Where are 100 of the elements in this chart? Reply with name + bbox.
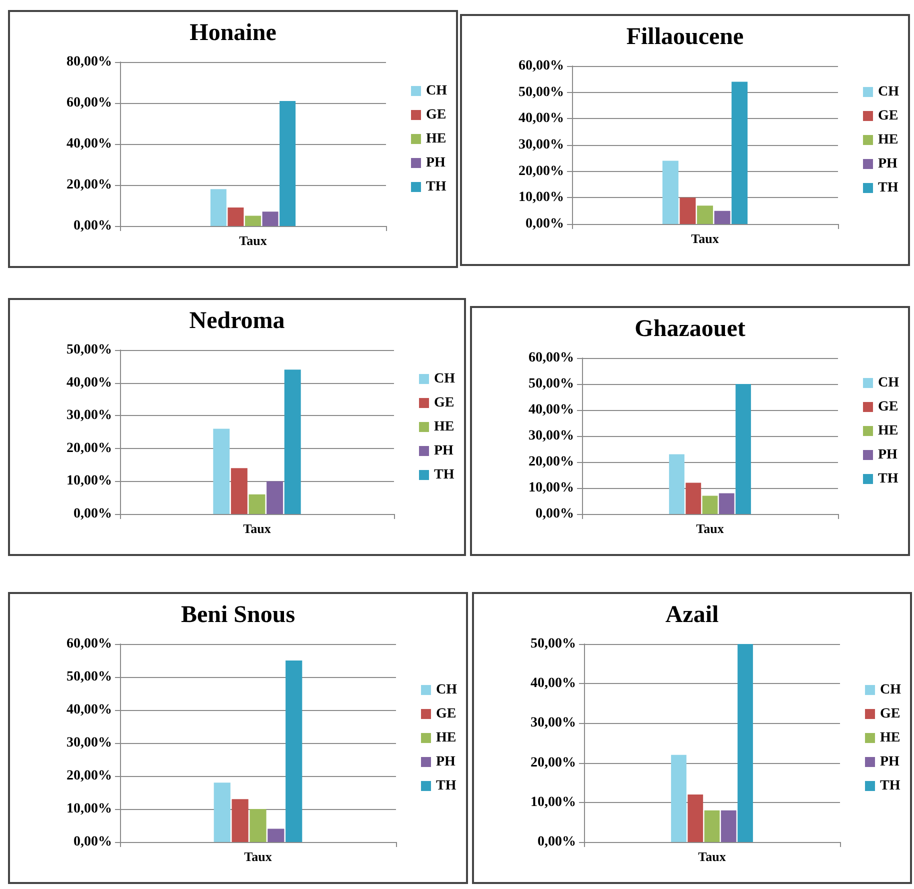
legend-label: GE bbox=[878, 108, 898, 124]
y-tick-label: 0,00% bbox=[74, 506, 112, 522]
bar bbox=[718, 493, 734, 514]
legend-label: GE bbox=[880, 706, 900, 722]
bar bbox=[671, 754, 686, 842]
legend-label: GE bbox=[434, 396, 454, 410]
y-tick-label: 40,00% bbox=[66, 136, 112, 152]
legend-label: CH bbox=[878, 376, 900, 390]
x-tick-label: Taux bbox=[244, 849, 272, 864]
bar bbox=[688, 794, 704, 842]
y-tick-label: 50,00% bbox=[528, 376, 574, 392]
bar bbox=[686, 482, 702, 514]
bar bbox=[268, 828, 284, 842]
y-tick-label: 40,00% bbox=[530, 676, 576, 692]
y-tick-label: 0,00% bbox=[536, 506, 574, 522]
chart-title: Beni Snous bbox=[180, 602, 296, 628]
y-tick-label: 60,00% bbox=[518, 58, 564, 74]
bar bbox=[210, 189, 226, 226]
y-tick-label: 10,00% bbox=[518, 190, 564, 206]
legend-label: CH bbox=[426, 84, 448, 98]
bar bbox=[262, 212, 278, 226]
y-tick-label: 10,00% bbox=[66, 802, 112, 816]
y-tick-label: 40,00% bbox=[528, 402, 574, 418]
legend-label: GE bbox=[426, 108, 446, 122]
y-tick-label: 30,00% bbox=[66, 736, 112, 750]
legend-label: HE bbox=[434, 420, 454, 434]
bar bbox=[232, 799, 248, 842]
legend-label: HE bbox=[436, 730, 456, 746]
y-tick-label: 0,00% bbox=[74, 218, 112, 234]
y-tick-label: 20,00% bbox=[528, 454, 574, 470]
x-tick-label: Taux bbox=[698, 849, 726, 864]
bar bbox=[245, 216, 261, 226]
y-tick-label: 60,00% bbox=[528, 350, 574, 366]
y-tick-label: 60,00% bbox=[66, 636, 112, 652]
legend-label: HE bbox=[878, 132, 898, 148]
legend-label: CH bbox=[436, 682, 458, 698]
legend-label: CH bbox=[880, 682, 902, 698]
legend-label: TH bbox=[880, 778, 900, 794]
legend-label: PH bbox=[436, 754, 456, 770]
legend-label: TH bbox=[436, 778, 456, 794]
bar bbox=[738, 644, 753, 842]
bar bbox=[714, 210, 730, 224]
bar bbox=[704, 810, 720, 842]
legend-label: PH bbox=[878, 448, 898, 462]
y-tick-label: 10,00% bbox=[528, 480, 574, 496]
y-tick-label: 0,00% bbox=[74, 834, 112, 850]
bar bbox=[214, 782, 230, 842]
y-tick-label: 0,00% bbox=[538, 834, 576, 850]
legend-label: PH bbox=[880, 754, 900, 770]
y-tick-label: 20,00% bbox=[66, 178, 112, 192]
chart-title: Azail bbox=[665, 602, 719, 628]
bar bbox=[250, 809, 266, 842]
bar bbox=[266, 481, 284, 514]
y-tick-label: 50,00% bbox=[518, 84, 564, 100]
y-tick-label: 40,00% bbox=[66, 702, 112, 718]
chart-title: Fillaoucene bbox=[626, 24, 744, 50]
y-tick-label: 40,00% bbox=[66, 375, 112, 390]
legend-label: GE bbox=[878, 400, 898, 414]
legend-label: HE bbox=[878, 424, 898, 438]
legend-label: PH bbox=[426, 156, 446, 170]
y-tick-label: 50,00% bbox=[66, 670, 112, 684]
legend-label: TH bbox=[434, 468, 454, 482]
y-tick-label: 0,00% bbox=[526, 216, 564, 232]
bar bbox=[286, 660, 302, 842]
x-tick-label: Taux bbox=[243, 521, 272, 536]
y-tick-label: 50,00% bbox=[66, 342, 112, 358]
bar bbox=[280, 100, 296, 226]
bar bbox=[662, 160, 678, 224]
x-tick-label: Taux bbox=[696, 521, 724, 536]
bar bbox=[228, 208, 244, 226]
y-tick-label: 30,00% bbox=[518, 138, 564, 152]
bar bbox=[669, 454, 684, 514]
bar bbox=[248, 494, 266, 514]
y-tick-label: 20,00% bbox=[66, 440, 112, 456]
legend-label: HE bbox=[426, 132, 446, 146]
y-tick-label: 40,00% bbox=[518, 111, 564, 126]
legend-label: HE bbox=[880, 730, 900, 746]
bar bbox=[213, 428, 230, 514]
chart-title: Ghazaouet bbox=[634, 316, 746, 342]
y-tick-label: 20,00% bbox=[66, 768, 112, 784]
bar bbox=[284, 370, 301, 514]
y-tick-label: 30,00% bbox=[528, 428, 574, 444]
legend-label: PH bbox=[878, 156, 898, 172]
y-tick-label: 20,00% bbox=[530, 755, 576, 770]
x-tick-label: Taux bbox=[239, 233, 268, 248]
legend-label: CH bbox=[878, 84, 900, 100]
y-tick-label: 10,00% bbox=[530, 794, 576, 810]
y-tick-label: 50,00% bbox=[530, 636, 576, 652]
legend-label: TH bbox=[426, 180, 446, 194]
bar bbox=[732, 82, 748, 224]
bar bbox=[697, 206, 713, 224]
legend-label: PH bbox=[434, 444, 454, 458]
y-tick-label: 10,00% bbox=[66, 474, 112, 489]
y-tick-label: 80,00% bbox=[66, 54, 112, 70]
bar bbox=[230, 468, 248, 514]
bar bbox=[702, 496, 718, 514]
legend-label: GE bbox=[436, 706, 456, 722]
legend-label: TH bbox=[878, 180, 898, 196]
legend-label: TH bbox=[878, 472, 898, 486]
y-tick-label: 30,00% bbox=[530, 716, 576, 731]
